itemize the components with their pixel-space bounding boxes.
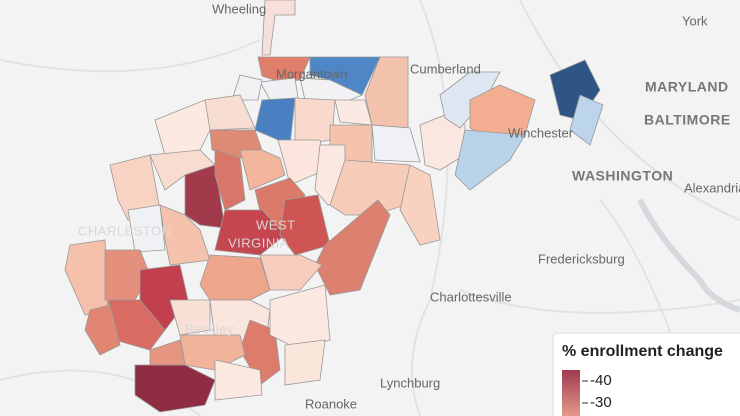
county bbox=[214, 149, 246, 211]
place-label: Charlottesville bbox=[430, 289, 512, 304]
county bbox=[231, 74, 263, 101]
county bbox=[569, 94, 604, 146]
county bbox=[199, 254, 271, 301]
county bbox=[84, 304, 121, 356]
county bbox=[127, 204, 166, 253]
place-label: York bbox=[682, 13, 708, 28]
county bbox=[284, 339, 326, 386]
county bbox=[214, 209, 286, 256]
place-label: Alexandria bbox=[684, 180, 740, 195]
place-label: MARYLAND bbox=[645, 79, 729, 95]
regions bbox=[64, 0, 604, 413]
place-label: WASHINGTON bbox=[572, 168, 673, 184]
legend-box bbox=[552, 332, 740, 416]
place-label: BALTIMORE bbox=[644, 112, 731, 128]
colorbar bbox=[562, 370, 580, 416]
county bbox=[261, 0, 296, 56]
place-label: Wheeling bbox=[212, 1, 266, 16]
county bbox=[149, 339, 186, 366]
legend-ticks: -40-30 bbox=[582, 372, 612, 411]
county bbox=[239, 149, 286, 191]
county bbox=[299, 77, 363, 103]
county bbox=[154, 99, 211, 156]
county bbox=[169, 299, 211, 336]
place-label: Roanoke bbox=[305, 396, 357, 411]
legend-title: % enrollment change bbox=[562, 343, 723, 360]
labels: Wheeling York Cumberland MARYLAND BALTIMORE W… bbox=[78, 1, 740, 411]
county bbox=[399, 164, 441, 246]
legend-tick-label: -40 bbox=[590, 372, 612, 389]
county bbox=[277, 139, 326, 186]
place-label: Beckley bbox=[185, 321, 234, 336]
place-label: Cumberland bbox=[410, 61, 481, 76]
county bbox=[259, 254, 323, 291]
county bbox=[454, 129, 526, 191]
county bbox=[214, 359, 263, 401]
county bbox=[279, 194, 331, 256]
place-label: VIRGINIA bbox=[228, 235, 289, 250]
county bbox=[294, 97, 336, 146]
place-label: CHARLESTON bbox=[78, 223, 172, 238]
county bbox=[184, 164, 226, 229]
place-label: Winchester bbox=[508, 125, 574, 140]
legend: % enrollment change -40-30 bbox=[552, 332, 740, 416]
legend-tick-label: -30 bbox=[590, 394, 612, 411]
place-label: Fredericksburg bbox=[538, 251, 625, 266]
place-label: WEST bbox=[256, 217, 296, 232]
place-label: Lynchburg bbox=[380, 375, 440, 390]
river bbox=[637, 198, 740, 313]
county bbox=[371, 124, 421, 163]
place-label: Morgantown bbox=[276, 66, 348, 81]
county bbox=[334, 99, 373, 126]
